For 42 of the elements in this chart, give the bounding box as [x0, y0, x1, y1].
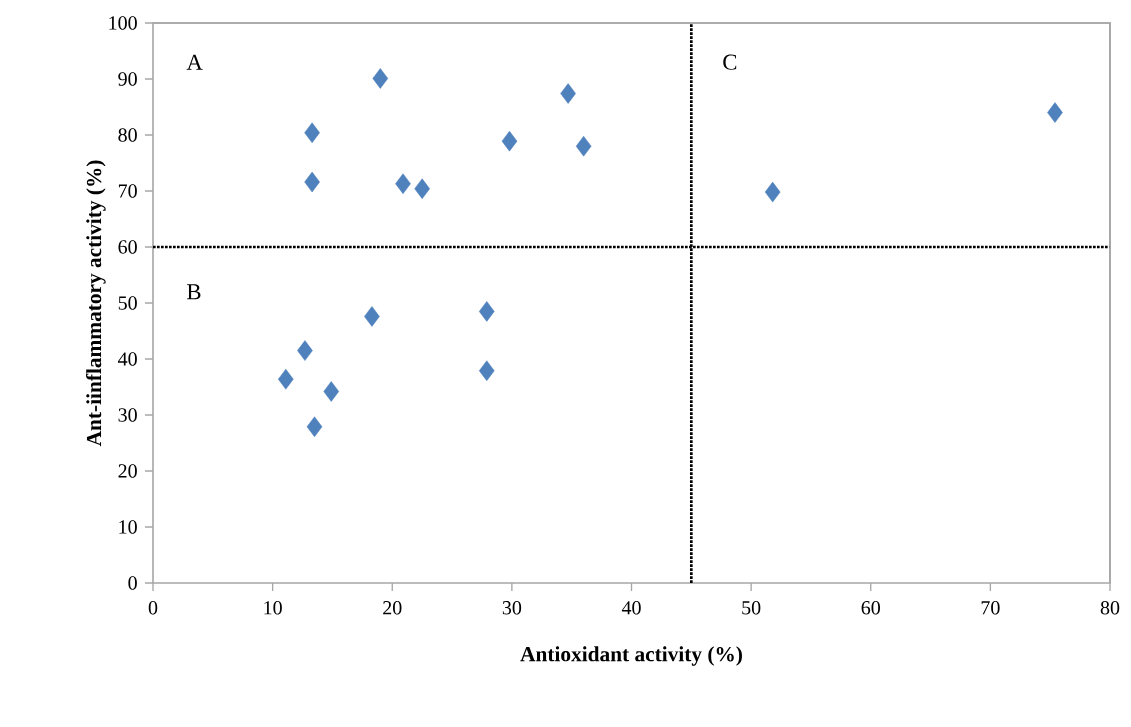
- y-tick-label: 100: [109, 16, 137, 30]
- point: [764, 181, 781, 203]
- point: [297, 340, 313, 361]
- point: [575, 135, 592, 157]
- point: [364, 306, 380, 327]
- y-tick-label: 80: [118, 128, 137, 142]
- y-tick-label: 50: [118, 296, 137, 310]
- x-tick-label: 0: [148, 601, 158, 615]
- y-tick-label: 70: [118, 184, 137, 198]
- x-tick-label: 10: [264, 601, 282, 615]
- annotation: A: [186, 54, 203, 70]
- x-tick-label: 20: [383, 601, 402, 615]
- point: [304, 171, 320, 193]
- x-tick-label: 70: [981, 601, 1000, 615]
- x-tick-label: 40: [621, 601, 641, 615]
- point: [501, 130, 518, 152]
- x-tick-label: 50: [742, 601, 761, 615]
- y-tick-label: 20: [118, 464, 137, 478]
- x-tick-label: 60: [861, 601, 880, 615]
- point: [395, 173, 411, 194]
- x-tick-label: 80: [1100, 601, 1120, 615]
- annotation: B: [187, 284, 201, 300]
- y-tick-label: 40: [118, 352, 137, 366]
- x-axis-title: Antioxidant activity (%): [520, 646, 742, 666]
- y-tick-label: 30: [118, 408, 137, 422]
- point: [1047, 102, 1063, 123]
- y-axis-title: Ant-iinflammatory activity (%): [86, 160, 106, 447]
- y-tick-label: 60: [118, 240, 137, 254]
- y-tick-label: 0: [128, 576, 137, 590]
- x-tick-label: 30: [502, 601, 522, 615]
- point: [304, 122, 320, 144]
- point: [278, 368, 294, 390]
- point: [372, 68, 389, 89]
- point: [414, 178, 430, 200]
- point: [323, 381, 340, 402]
- annotation: C: [723, 54, 737, 70]
- y-tick-label: 10: [119, 520, 137, 534]
- point: [478, 301, 495, 322]
- y-tick-label: 90: [118, 72, 137, 86]
- point: [306, 416, 323, 438]
- point: [478, 360, 495, 382]
- point: [560, 83, 576, 104]
